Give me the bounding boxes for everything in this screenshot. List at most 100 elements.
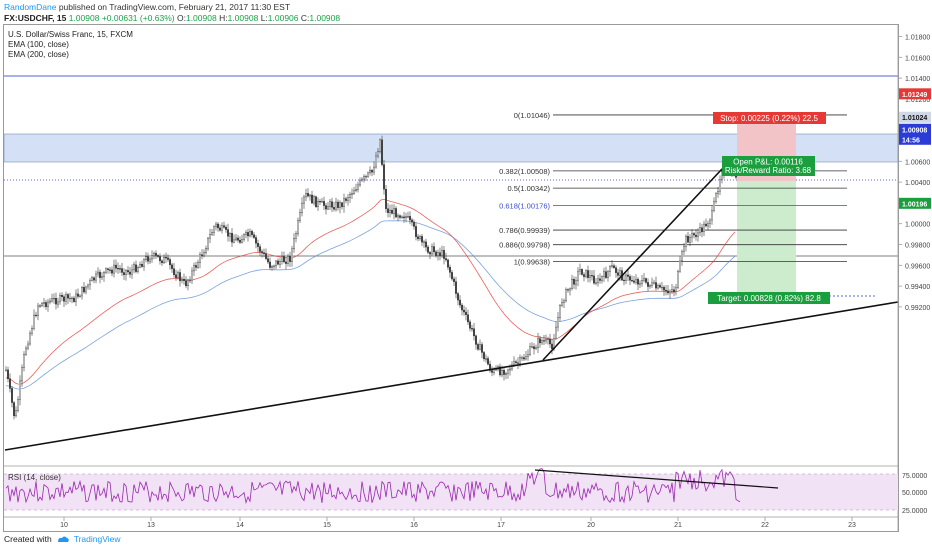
candle-body (130, 269, 133, 275)
rsi-tick-label: 50.0000 (902, 490, 927, 497)
target-zone[interactable] (737, 181, 796, 295)
rsi-line (5, 468, 741, 504)
pl-label: Open P&L: 0.00116 Risk/Reward Ratio: 3.6… (722, 156, 815, 176)
candle-body (655, 282, 658, 289)
candle-body (693, 233, 696, 236)
tradingview-link[interactable]: TradingView (73, 534, 121, 544)
candle-body (665, 289, 668, 292)
candle-body (379, 139, 382, 152)
candle-body (623, 279, 626, 282)
candle-body (252, 234, 255, 238)
candle-body (511, 364, 514, 370)
candle-body (200, 254, 203, 257)
fib-level-label: 0.786(0.99939) (499, 226, 550, 235)
candle-body (391, 209, 394, 214)
candle-body (80, 287, 83, 297)
candle-body (667, 290, 670, 294)
candle-body (559, 304, 562, 318)
candle-body (285, 261, 288, 264)
candle-body (577, 270, 580, 281)
candle-body (491, 370, 494, 373)
candle-body (403, 216, 406, 219)
candle-body (174, 274, 177, 278)
candle-body (269, 261, 272, 268)
candle-body (717, 190, 720, 194)
candle-body (88, 280, 91, 286)
candle-body (118, 268, 121, 270)
candle-body (539, 338, 542, 344)
rsi-legend[interactable]: RSI (14, close) (8, 473, 61, 482)
candle-body (567, 289, 570, 291)
candle-body (259, 246, 262, 252)
candle-body (61, 295, 64, 297)
candle-body (307, 193, 310, 197)
candle-body (525, 356, 528, 360)
candle-body (55, 298, 58, 305)
svg-text:Stop: 0.00225 (0.22%) 22.5: Stop: 0.00225 (0.22%) 22.5 (720, 114, 818, 123)
candle-body (439, 252, 442, 256)
candle-body (82, 287, 85, 293)
author-link[interactable]: RandomDane (4, 2, 57, 12)
candle-body (275, 260, 278, 267)
candle-body (212, 226, 215, 233)
price-axis[interactable]: 1.018001.016001.014001.012001.010001.008… (897, 24, 930, 532)
ascending-trendline[interactable] (4, 301, 899, 451)
candle-body (419, 236, 422, 240)
candle-body (529, 346, 532, 355)
time-axis[interactable]: 10 13 14 15 16 17 20 21 22 23 (60, 517, 856, 529)
candle-body (70, 297, 73, 300)
candle-body (543, 340, 546, 342)
candle-body (455, 281, 458, 294)
rsi-divergence-line[interactable] (534, 469, 779, 489)
candle-body (146, 256, 149, 262)
candle-body (267, 258, 270, 263)
candle-body (715, 193, 718, 202)
ohlc-low: 1.00906 (267, 13, 299, 23)
candle-body (465, 311, 468, 315)
candle-body (319, 201, 322, 203)
candle-body (651, 282, 654, 286)
candle-body (295, 233, 298, 239)
candle-body (248, 231, 251, 237)
candle-body (633, 280, 636, 283)
candle-body (35, 314, 38, 317)
candle-body (196, 262, 199, 268)
candle-body (417, 236, 420, 240)
candle-body (639, 283, 642, 285)
footer: Created with TradingView (4, 534, 121, 544)
candle-body (383, 164, 386, 190)
candle-body (499, 366, 502, 376)
candle-body (387, 208, 390, 213)
ema-100-legend[interactable]: EMA (100, close) (8, 40, 69, 49)
candle-body (190, 270, 193, 281)
candle-body (555, 326, 558, 339)
rally-trendline[interactable] (542, 168, 723, 361)
price-tick-label: 0.99400 (905, 284, 930, 291)
time-tick-label: 16 (410, 522, 418, 529)
candle-body (705, 223, 708, 227)
candle-body (72, 297, 75, 302)
candle-body (230, 233, 233, 243)
candle-body (238, 239, 241, 243)
candle-body (657, 285, 660, 289)
candle-body (261, 251, 264, 253)
candle-body (607, 271, 610, 278)
candle-body (371, 170, 374, 173)
candle-body (68, 297, 71, 300)
candle-body (47, 301, 50, 307)
candle-body (687, 235, 690, 243)
price-label-timer: 14:56 (899, 133, 931, 145)
candle-body (363, 176, 366, 180)
candle-body (367, 172, 370, 177)
publish-info: published on TradingView.com, February 2… (58, 2, 291, 12)
price-tick-label: 1.00400 (905, 180, 930, 187)
candle-body (689, 236, 692, 243)
candle-body (485, 358, 488, 360)
candle-body (315, 196, 318, 208)
chart-header: RandomDane published on TradingView.com,… (4, 2, 340, 24)
ema-200-legend[interactable]: EMA (200, close) (8, 50, 69, 59)
candle-body (513, 361, 516, 366)
candle-body (84, 286, 87, 293)
time-tick-label: 14 (236, 522, 244, 529)
